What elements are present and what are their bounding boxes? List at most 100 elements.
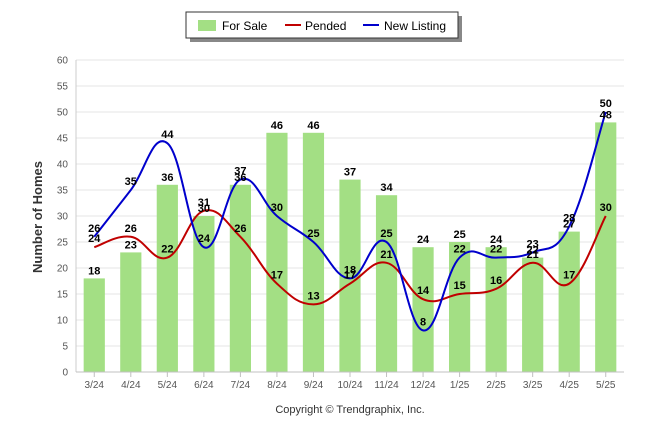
x-tick-label: 9/24	[304, 380, 324, 391]
x-tick-label: 3/24	[85, 380, 105, 391]
bar-for-sale	[83, 278, 105, 372]
bar-for-sale	[229, 184, 251, 372]
x-tick-label: 6/24	[194, 380, 214, 391]
data-label-pended: 22	[161, 244, 173, 256]
y-tick-label: 0	[62, 368, 68, 379]
data-label-pended: 14	[417, 285, 430, 297]
data-label-new-listing: 25	[307, 228, 319, 240]
data-label-new-listing: 50	[600, 98, 612, 110]
data-label-for-sale: 24	[417, 234, 430, 246]
bar-for-sale	[156, 184, 178, 372]
bar-for-sale	[120, 252, 142, 372]
y-axis-title: Number of Homes	[30, 161, 45, 273]
bar-for-sale	[522, 257, 544, 372]
data-label-for-sale: 46	[307, 120, 319, 132]
data-label-new-listing: 22	[453, 244, 465, 256]
bar-for-sale	[558, 231, 580, 372]
data-label-for-sale: 27	[563, 219, 575, 231]
series-lines	[93, 111, 607, 332]
data-label-pended: 17	[271, 270, 283, 282]
bar-for-sale	[412, 247, 434, 372]
line-new-listing	[93, 111, 607, 332]
data-label-for-sale: 24	[490, 234, 503, 246]
bar-for-sale	[595, 122, 617, 373]
y-tick-label: 20	[57, 264, 69, 275]
data-label-new-listing: 37	[234, 166, 246, 178]
data-label-pended: 30	[600, 202, 612, 214]
data-label-pended: 26	[234, 223, 246, 235]
y-tick-label: 55	[57, 82, 69, 93]
x-tick-label: 5/24	[158, 380, 178, 391]
data-label-new-listing: 44	[161, 129, 174, 141]
bar-for-sale	[266, 132, 288, 372]
data-label-new-listing: 23	[527, 238, 539, 250]
y-axis: 0 5 10 15 20 25 30 35 40 45 50 55 60	[57, 56, 77, 379]
x-tick-label: 4/24	[121, 380, 141, 391]
bar-for-sale	[193, 216, 215, 372]
data-label-pended: 21	[380, 249, 392, 261]
data-label-pended: 26	[125, 223, 137, 235]
bar-for-sale	[375, 195, 398, 372]
data-label-new-listing: 26	[88, 223, 100, 235]
data-label-new-listing: 24	[198, 233, 211, 245]
data-label-for-sale: 36	[161, 172, 173, 184]
y-tick-label: 5	[62, 342, 68, 353]
x-tick-label: 5/25	[596, 380, 616, 391]
data-label-new-listing: 22	[490, 244, 502, 256]
data-label-new-listing: 18	[344, 264, 356, 276]
data-label-pended: 13	[307, 290, 319, 302]
data-label-new-listing: 25	[380, 228, 392, 240]
line-pended	[93, 209, 607, 306]
data-label-new-listing: 35	[125, 176, 137, 188]
bar-for-sale	[485, 247, 507, 372]
data-label-for-sale: 30	[198, 203, 210, 215]
data-label-for-sale: 46	[271, 120, 283, 132]
x-tick-label: 12/24	[411, 380, 436, 391]
y-tick-label: 30	[57, 212, 69, 223]
data-label-for-sale: 18	[88, 265, 100, 277]
x-tick-label: 4/25	[559, 380, 579, 391]
y-tick-label: 60	[57, 56, 69, 67]
data-label-for-sale: 48	[600, 109, 612, 121]
legend-swatch-for-sale	[198, 20, 216, 31]
x-tick-label: 10/24	[337, 380, 362, 391]
data-label-pended: 31	[198, 197, 210, 209]
legend-label-new-listing: New Listing	[384, 19, 446, 33]
y-tick-label: 15	[57, 290, 69, 301]
legend-label-pended: Pended	[305, 19, 346, 33]
y-tick-label: 35	[57, 186, 69, 197]
data-label-pended: 16	[490, 275, 502, 287]
data-label-new-listing: 30	[271, 202, 283, 214]
data-label-for-sale: 37	[344, 167, 356, 179]
y-tick-label: 40	[57, 160, 69, 171]
x-tick-label: 8/24	[267, 380, 287, 391]
data-label-pended: 21	[527, 249, 539, 261]
data-label-for-sale: 36	[234, 172, 246, 184]
bar-for-sale	[302, 132, 325, 372]
legend: For Sale Pended New Listing	[185, 11, 462, 42]
x-tick-label: 11/24	[374, 380, 399, 391]
data-label-pended: 15	[453, 280, 465, 292]
data-label-pended: 24	[88, 233, 101, 245]
x-tick-label: 3/25	[523, 380, 543, 391]
copyright-footer: Copyright © Trendgraphix, Inc.	[275, 404, 424, 416]
legend-label-for-sale: For Sale	[222, 19, 268, 33]
bar-for-sale	[339, 179, 361, 372]
x-tick-label: 2/25	[486, 380, 506, 391]
y-tick-label: 10	[57, 316, 69, 327]
y-tick-label: 25	[57, 238, 69, 249]
data-label-for-sale: 25	[453, 229, 465, 241]
data-label-pended: 17	[344, 270, 356, 282]
x-tick-label: 1/25	[450, 380, 470, 391]
data-label-pended: 17	[563, 270, 575, 282]
data-label-for-sale: 23	[125, 239, 137, 251]
bar-for-sale	[449, 242, 471, 372]
data-label-for-sale: 34	[380, 182, 393, 194]
data-label-new-listing: 28	[563, 212, 575, 224]
y-tick-label: 45	[57, 134, 69, 145]
x-axis: 3/24 4/24 5/24 6/24 7/24 8/24 9/24 10/24 11/24 12…	[76, 371, 624, 391]
data-label-for-sale: 22	[527, 245, 539, 257]
data-label-new-listing: 8	[420, 316, 426, 328]
